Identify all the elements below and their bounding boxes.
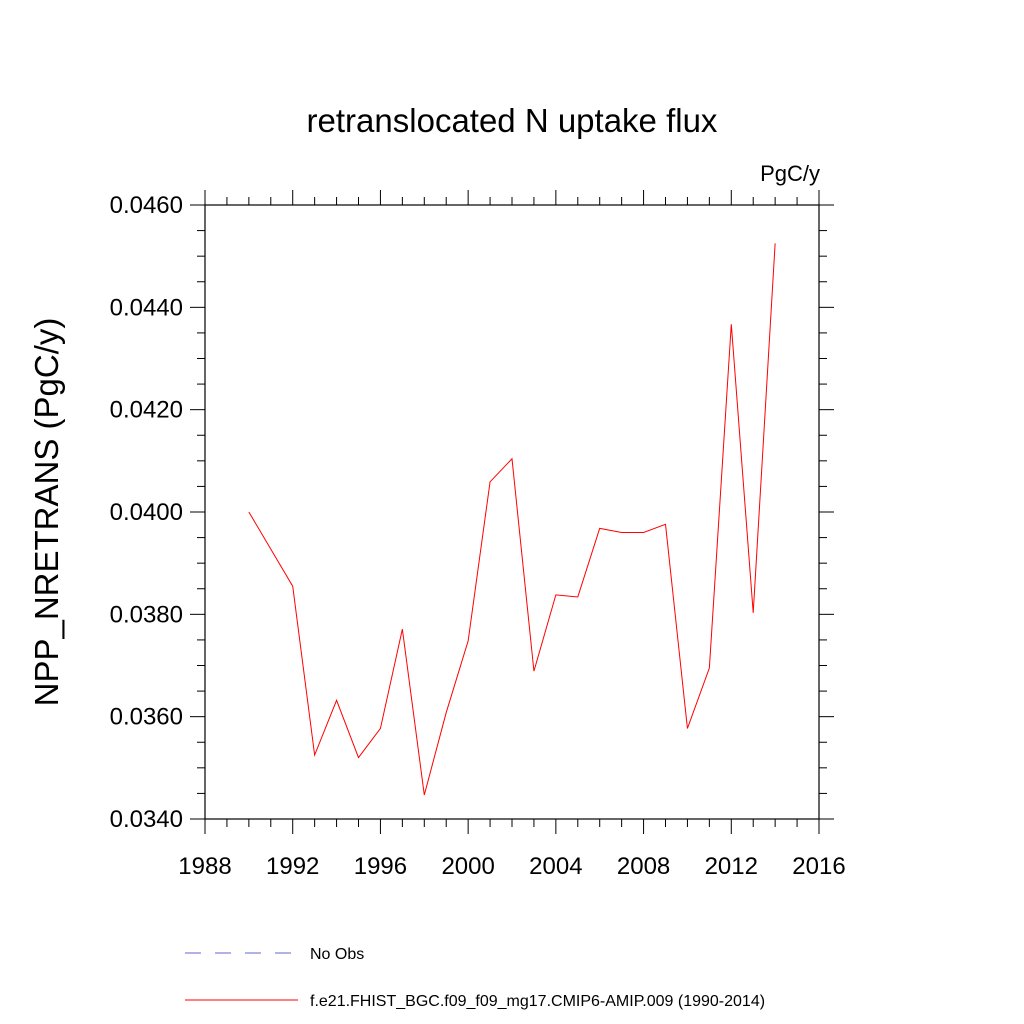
y-tick-label: 0.0380	[110, 601, 183, 628]
x-tick-label: 1988	[178, 853, 231, 880]
legend: No Obs f.e21.FHIST_BGC.f09_f09_mg17.CMIP6…	[185, 946, 765, 1010]
series-line	[248, 243, 776, 796]
axis-ticks: 1988 1992 1996 2000 2004 2008 2012 2016 0.0340 0.…	[110, 190, 846, 880]
x-tick-label: 2016	[792, 853, 845, 880]
y-tick-label: 0.0400	[110, 499, 183, 526]
series-layer	[248, 243, 776, 796]
x-tick-label: 2008	[617, 853, 670, 880]
units-label: PgC/y	[760, 161, 820, 186]
legend-label: f.e21.FHIST_BGC.f09_f09_mg17.CMIP6-AMIP.…	[310, 993, 765, 1010]
x-tick-label: 2012	[705, 853, 758, 880]
y-tick-label: 0.0460	[110, 192, 183, 219]
legend-label: No Obs	[310, 946, 364, 963]
x-tick-label: 2000	[441, 853, 494, 880]
x-tick-label: 1992	[266, 853, 319, 880]
chart-title: retranslocated N uptake flux	[307, 102, 718, 139]
y-tick-label: 0.0360	[110, 704, 183, 731]
y-tick-label: 0.0420	[110, 397, 183, 424]
x-tick-label: 2004	[529, 853, 582, 880]
y-tick-label: 0.0440	[110, 294, 183, 321]
plot-frame	[204, 204, 820, 820]
y-tick-label: 0.0340	[110, 806, 183, 833]
x-tick-label: 1996	[354, 853, 407, 880]
y-axis-label: NPP_NRETRANS (PgC/y)	[28, 318, 65, 707]
